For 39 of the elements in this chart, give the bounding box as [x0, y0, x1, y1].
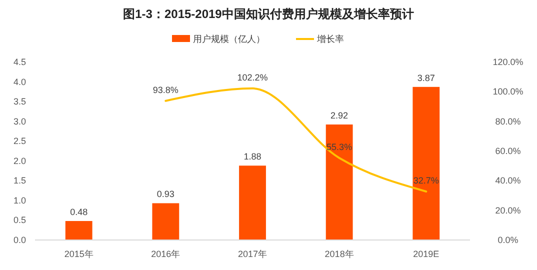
y-tick-label: 4.0: [13, 76, 26, 87]
y2-tick-label: 20.0%: [495, 205, 521, 216]
bar: [152, 203, 180, 240]
data-label: 1.88: [244, 152, 262, 162]
y-tick-label: 1.5: [13, 176, 26, 186]
x-tick-label: 2015年: [64, 249, 94, 259]
data-label: 32.7%: [413, 175, 439, 186]
y2-tick-label: 100.0%: [492, 86, 524, 97]
y-tick-label: 3.5: [13, 96, 26, 107]
y-tick-label: 1.0: [13, 195, 26, 206]
y2-tick-label: 80.0%: [495, 116, 521, 126]
y-tick-label: 2.5: [13, 136, 26, 146]
x-tick-label: 2019E: [413, 249, 440, 259]
y-tick-label: 0.5: [13, 215, 26, 226]
data-label: 3.87: [417, 72, 435, 83]
data-label: 102.2%: [237, 72, 268, 82]
y2-tick-label: 0.0%: [498, 235, 518, 245]
y-tick-label: 3.0: [13, 116, 26, 126]
bar: [412, 86, 440, 240]
x-tick-label: 2018年: [324, 249, 354, 259]
data-label: 55.3%: [326, 142, 352, 152]
y-tick-label: 0.0: [13, 235, 26, 245]
y2-tick-label: 60.0%: [495, 146, 521, 156]
legend-label: 用户规模（亿人）: [193, 34, 265, 44]
data-label: 93.8%: [152, 84, 178, 95]
legend-label: 增长率: [316, 34, 344, 44]
x-tick-label: 2016年: [151, 249, 180, 259]
y2-tick-label: 40.0%: [495, 176, 521, 186]
chart-title: 图1-3：2015-2019中国知识付费用户规模及增长率预计: [123, 7, 414, 21]
bar: [65, 221, 92, 240]
y-tick-label: 4.5: [13, 57, 26, 67]
y2-tick-label: 120.0%: [492, 57, 524, 67]
data-label: 2.92: [330, 110, 348, 120]
y-tick-label: 2.0: [13, 156, 26, 166]
x-tick-label: 2017年: [238, 249, 268, 259]
data-label: 0.93: [156, 189, 174, 200]
data-label: 0.48: [70, 207, 88, 218]
bar: [239, 166, 266, 240]
bar: [326, 124, 353, 240]
